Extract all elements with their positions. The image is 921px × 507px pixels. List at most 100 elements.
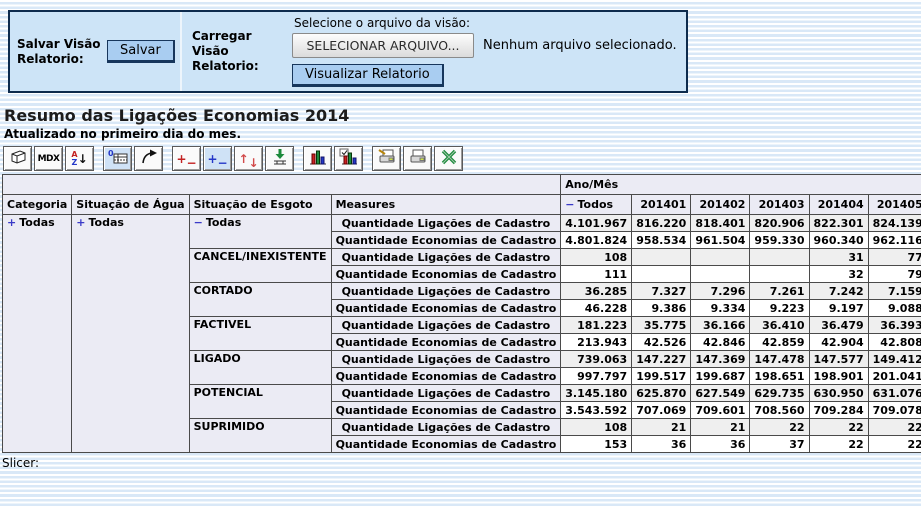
show-chart-button[interactable] <box>303 146 332 171</box>
save-button[interactable]: Salvar <box>107 40 175 63</box>
data-cell: 820.906 <box>750 215 809 232</box>
data-cell: 46.228 <box>561 300 632 317</box>
drill-position-button[interactable]: +− <box>203 146 232 171</box>
measure-label-cell: Quantidade Ligações de Cadastro <box>331 215 561 232</box>
data-cell: 960.340 <box>809 232 868 249</box>
data-cell: 108 <box>561 249 632 266</box>
data-cell: 708.560 <box>750 402 809 419</box>
member-label: Todos <box>577 198 613 211</box>
collapse-icon[interactable]: − <box>194 216 203 229</box>
drill-through-button[interactable] <box>265 146 294 171</box>
measure-label-cell: Quantidade Economias de Cadastro <box>331 266 561 283</box>
file-prompt: Selecione o arquivo da visão: <box>294 16 677 30</box>
blue-plus-minus-icon: +− <box>207 152 227 166</box>
data-cell: 36.285 <box>561 283 632 300</box>
load-label: Carregar Visão Relatorio: <box>192 29 292 74</box>
data-cell: 707.069 <box>632 402 691 419</box>
page-subtitle: Atualizado no primeiro dia do mes. <box>4 127 921 141</box>
member-label: FACTIVEL <box>194 318 251 331</box>
data-cell: 3.543.592 <box>561 402 632 419</box>
data-cell: 822.301 <box>809 215 868 232</box>
data-cell: 7.327 <box>632 283 691 300</box>
chart-config-button[interactable] <box>334 146 363 171</box>
data-cell: 631.076 <box>868 385 921 402</box>
esgoto-member-cell: SUPRIMIDO <box>189 419 331 453</box>
measure-label-cell: Quantidade Economias de Cadastro <box>331 300 561 317</box>
dimension-header-row: Ano/Mês <box>3 175 921 195</box>
data-cell: 739.063 <box>561 351 632 368</box>
data-cell: 818.401 <box>691 215 750 232</box>
data-cell: 37 <box>750 436 809 453</box>
measure-label-cell: Quantidade Ligações de Cadastro <box>331 351 561 368</box>
data-cell: 199.517 <box>632 368 691 385</box>
data-cell: 958.534 <box>632 232 691 249</box>
data-cell: 9.334 <box>691 300 750 317</box>
drill-replace-button[interactable]: ↑↓ <box>234 146 263 171</box>
data-cell: 4.101.967 <box>561 215 632 232</box>
data-cell: 7.261 <box>750 283 809 300</box>
agua-member-cell: +Todas <box>72 215 189 453</box>
data-cell: 22 <box>868 419 921 436</box>
print-pdf-button[interactable] <box>403 146 432 171</box>
red-plus-minus-icon: +− <box>176 152 196 166</box>
zero-grid-icon: 0 <box>107 148 129 170</box>
data-cell: 824.139 <box>868 215 921 232</box>
file-status: Nenhum arquivo selecionado. <box>483 38 677 53</box>
swap-arrow-icon <box>139 148 159 169</box>
data-cell: 111 <box>561 266 632 283</box>
data-cell: 79 <box>868 266 921 283</box>
data-cell: 997.797 <box>561 368 632 385</box>
excel-icon <box>439 148 459 170</box>
slicer-label: Slicer: <box>2 456 921 470</box>
measure-label-cell: Quantidade Economias de Cadastro <box>331 232 561 249</box>
data-cell: 4.801.824 <box>561 232 632 249</box>
data-cell: 77 <box>868 249 921 266</box>
olap-navigator-button[interactable] <box>3 146 32 171</box>
save-label: Salvar Visão Relatorio: <box>17 37 107 67</box>
data-cell: 816.220 <box>632 215 691 232</box>
data-cell: 9.223 <box>750 300 809 317</box>
swap-axes-button[interactable] <box>134 146 163 171</box>
show-empty-cells-button[interactable]: 0 <box>103 146 132 171</box>
data-cell: 22 <box>868 436 921 453</box>
data-cell: 198.651 <box>750 368 809 385</box>
data-cell: 9.088 <box>868 300 921 317</box>
select-file-button[interactable]: SELECIONAR ARQUIVO... <box>292 33 474 58</box>
data-cell: 32 <box>809 266 868 283</box>
categoria-member-cell: +Todas <box>3 215 72 453</box>
member-label: POTENCIAL <box>194 386 263 399</box>
data-cell <box>750 266 809 283</box>
esgoto-member-cell: −Todas <box>189 215 331 249</box>
data-cell: 147.227 <box>632 351 691 368</box>
data-cell: 201.041 <box>868 368 921 385</box>
up-down-arrows-icon: ↑↓ <box>238 152 258 166</box>
data-cell: 962.116 <box>868 232 921 249</box>
data-cell: 630.950 <box>809 385 868 402</box>
export-excel-button[interactable] <box>434 146 463 171</box>
data-cell: 36.410 <box>750 317 809 334</box>
data-cell: 147.577 <box>809 351 868 368</box>
drill-member-button[interactable]: +− <box>172 146 201 171</box>
expand-icon[interactable]: + <box>7 216 16 229</box>
data-cell: 709.078 <box>868 402 921 419</box>
esgoto-member-cell: LIGADO <box>189 351 331 385</box>
cube-icon <box>8 148 28 170</box>
data-cell: 108 <box>561 419 632 436</box>
col-header-categoria: Categoria <box>3 195 72 215</box>
data-cell: 9.386 <box>632 300 691 317</box>
data-cell: 31 <box>809 249 868 266</box>
print-config-button[interactable] <box>372 146 401 171</box>
collapse-icon[interactable]: − <box>565 198 574 211</box>
mdx-editor-button[interactable]: MDX <box>34 146 63 171</box>
data-cell: 36 <box>632 436 691 453</box>
expand-icon[interactable]: + <box>76 216 85 229</box>
bar-chart-config-icon <box>339 148 359 170</box>
data-cell: 3.145.180 <box>561 385 632 402</box>
esgoto-member-cell: CORTADO <box>189 283 331 317</box>
col-member-201405: 201405 <box>868 195 921 215</box>
member-label: Todas <box>88 216 123 229</box>
view-report-button[interactable]: Visualizar Relatorio <box>292 64 444 87</box>
data-cell: 709.601 <box>691 402 750 419</box>
member-label: CANCEL/INEXISTENTE <box>194 250 327 263</box>
